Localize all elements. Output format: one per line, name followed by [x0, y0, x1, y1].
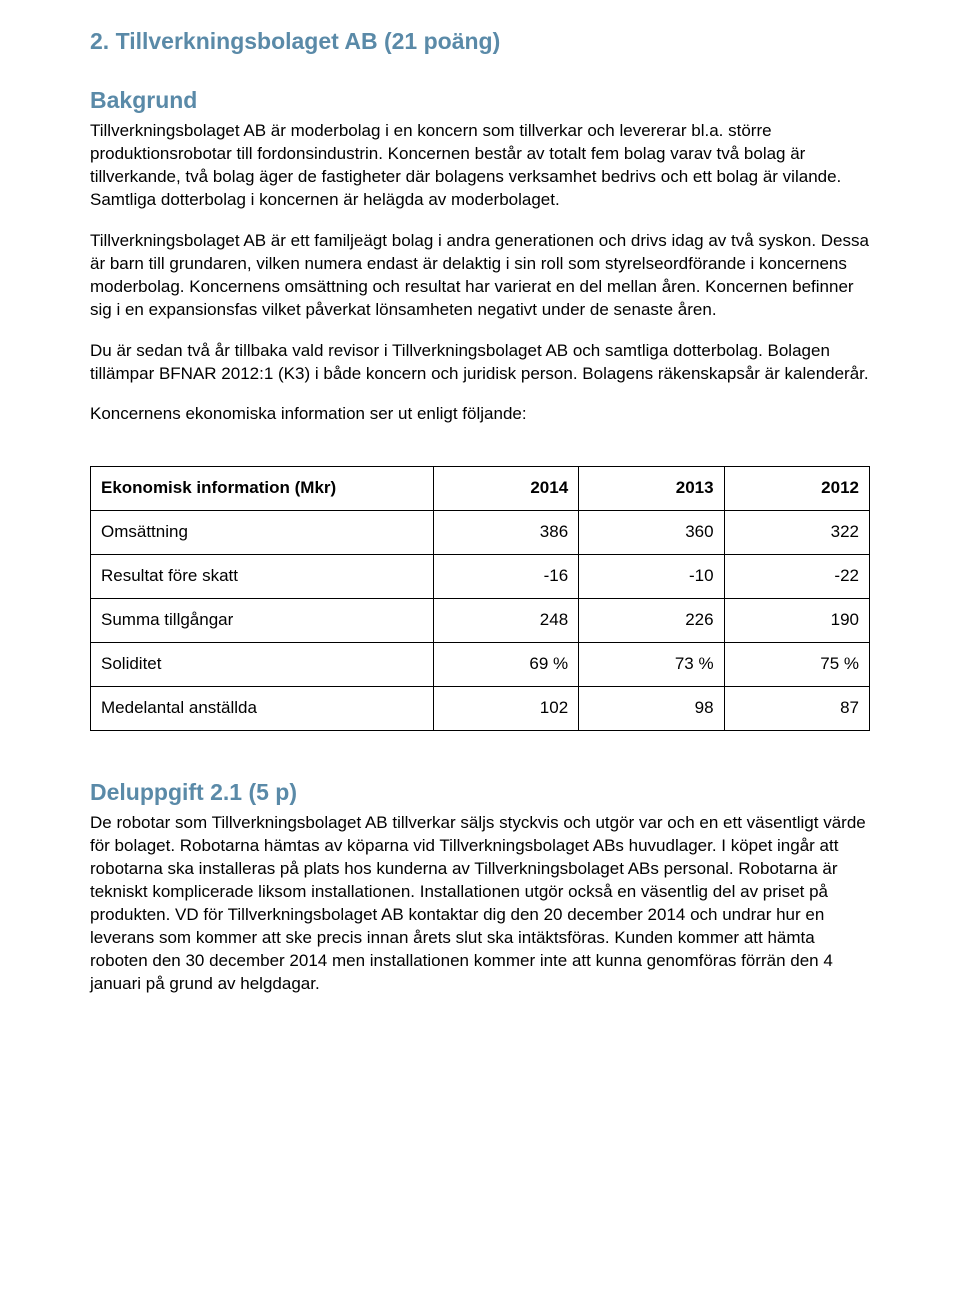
- background-paragraph-3: Du är sedan två år tillbaka vald revisor…: [90, 340, 870, 386]
- table-header-row: Ekonomisk information (Mkr) 2014 2013 20…: [91, 467, 870, 511]
- table-cell-value: 190: [724, 599, 869, 643]
- table-cell-value: 87: [724, 687, 869, 731]
- table-intro-paragraph: Koncernens ekonomiska information ser ut…: [90, 403, 870, 426]
- table-row: Soliditet 69 % 73 % 75 %: [91, 643, 870, 687]
- background-paragraph-2: Tillverkningsbolaget AB är ett familjeäg…: [90, 230, 870, 322]
- subtask-paragraph: De robotar som Tillverkningsbolaget AB t…: [90, 812, 870, 996]
- table-cell-label: Soliditet: [91, 643, 434, 687]
- table-header-year: 2012: [724, 467, 869, 511]
- table-cell-value: 322: [724, 511, 869, 555]
- table-cell-label: Omsättning: [91, 511, 434, 555]
- table-cell-value: 226: [579, 599, 724, 643]
- section-heading: 2. Tillverkningsbolaget AB (21 poäng): [90, 26, 870, 57]
- table-cell-value: 73 %: [579, 643, 724, 687]
- table-cell-label: Resultat före skatt: [91, 555, 434, 599]
- background-heading: Bakgrund: [90, 85, 870, 116]
- financial-table: Ekonomisk information (Mkr) 2014 2013 20…: [90, 466, 870, 731]
- table-cell-value: 360: [579, 511, 724, 555]
- table-cell-value: -10: [579, 555, 724, 599]
- table-cell-label: Summa tillgångar: [91, 599, 434, 643]
- table-row: Omsättning 386 360 322: [91, 511, 870, 555]
- table-header-year: 2014: [433, 467, 578, 511]
- table-cell-value: 102: [433, 687, 578, 731]
- table-cell-label: Medelantal anställda: [91, 687, 434, 731]
- table-row: Medelantal anställda 102 98 87: [91, 687, 870, 731]
- table-cell-value: 69 %: [433, 643, 578, 687]
- table-row: Resultat före skatt -16 -10 -22: [91, 555, 870, 599]
- table-cell-value: 248: [433, 599, 578, 643]
- table-cell-value: 386: [433, 511, 578, 555]
- table-cell-value: -16: [433, 555, 578, 599]
- background-paragraph-1: Tillverkningsbolaget AB är moderbolag i …: [90, 120, 870, 212]
- subtask-heading: Deluppgift 2.1 (5 p): [90, 777, 870, 808]
- table-cell-value: 75 %: [724, 643, 869, 687]
- table-cell-value: -22: [724, 555, 869, 599]
- table-header-label: Ekonomisk information (Mkr): [91, 467, 434, 511]
- table-row: Summa tillgångar 248 226 190: [91, 599, 870, 643]
- table-header-year: 2013: [579, 467, 724, 511]
- table-cell-value: 98: [579, 687, 724, 731]
